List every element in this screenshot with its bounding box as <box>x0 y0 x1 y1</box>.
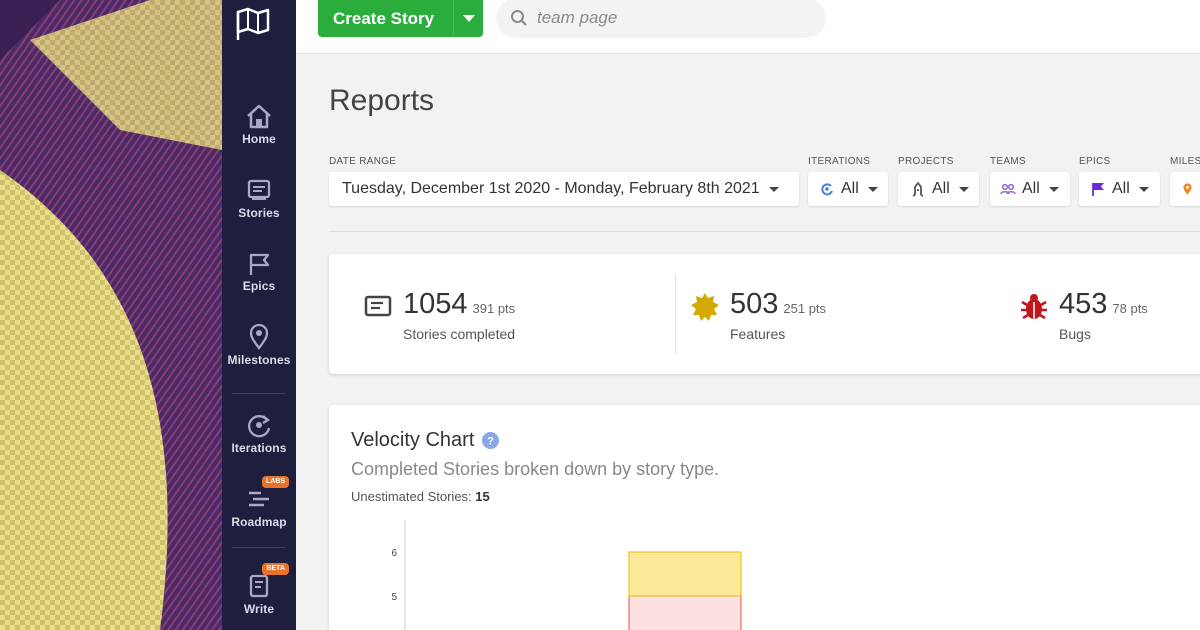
labs-badge: LABS <box>261 476 289 488</box>
velocity-title-text: Velocity Chart <box>351 429 475 451</box>
sidebar: Home Stories Epics Milestones Iterations… <box>222 0 296 630</box>
top-bar: Create Story <box>296 0 1200 54</box>
iterations-filter-label: ITERATIONS <box>808 156 871 167</box>
velocity-chart: 56 ted <box>365 520 742 630</box>
epics-filter-label: EPICS <box>1079 156 1111 167</box>
decorative-artwork <box>0 0 222 630</box>
milestone-pin-icon <box>1183 183 1192 195</box>
sidebar-item-label: Roadmap <box>231 515 287 529</box>
chevron-down-icon <box>1138 186 1149 192</box>
sidebar-item-stories[interactable]: Stories <box>222 176 296 220</box>
beta-badge: BETA <box>262 563 289 575</box>
sidebar-item-label: Stories <box>238 206 280 220</box>
epics-filter-select[interactable]: All <box>1079 172 1160 206</box>
bar-segment-bugs[interactable] <box>628 595 742 630</box>
chevron-down-icon <box>462 14 475 22</box>
sidebar-item-iterations[interactable]: Iterations <box>222 411 296 455</box>
unestimated-stories: Unestimated Stories: 15 <box>351 489 490 504</box>
write-icon <box>244 572 274 600</box>
teams-filter-select[interactable]: All <box>990 172 1070 206</box>
chevron-down-icon <box>958 186 969 192</box>
home-icon <box>244 102 274 130</box>
sidebar-item-label: Iterations <box>231 441 287 455</box>
velocity-chart-card: Velocity Chart ? Completed Stories broke… <box>329 405 1200 630</box>
iterations-filter-select[interactable]: All <box>808 172 888 206</box>
stats-card: 1054 391 pts Stories completed 503 251 pts… <box>329 254 1200 374</box>
page-title: Reports <box>329 84 435 117</box>
iterations-icon <box>821 183 833 196</box>
stat-caption: Stories completed <box>403 326 516 342</box>
teams-filter-value: All <box>1022 180 1040 197</box>
search-input[interactable] <box>537 8 797 28</box>
sidebar-item-write[interactable]: BETA Write <box>222 563 296 616</box>
iterations-icon <box>244 411 274 439</box>
iterations-filter-value: All <box>841 180 859 197</box>
bug-icon <box>1021 294 1047 320</box>
feature-icon <box>691 293 719 321</box>
date-range-select[interactable]: Tuesday, December 1st 2020 - Monday, Feb… <box>329 172 799 206</box>
roadmap-icon <box>244 485 274 513</box>
stat-number: 503 251 pts <box>730 288 827 320</box>
sidebar-item-roadmap[interactable]: LABS Roadmap <box>222 476 296 529</box>
chevron-down-icon <box>768 186 779 192</box>
bar-segment-features[interactable] <box>628 551 742 597</box>
sidebar-item-label: Write <box>243 602 275 616</box>
date-range-label: DATE RANGE <box>329 156 397 167</box>
epics-icon <box>244 249 274 277</box>
stat-points: 391 pts <box>472 301 516 316</box>
create-story-dropdown-caret[interactable] <box>453 0 483 37</box>
milestones-icon <box>244 323 274 351</box>
milestones-filter-select[interactable] <box>1170 172 1200 206</box>
sidebar-item-epics[interactable]: Epics <box>222 249 296 293</box>
stat-caption: Features <box>730 326 786 342</box>
stat-number: 453 78 pts <box>1059 288 1148 320</box>
date-range-value: Tuesday, December 1st 2020 - Monday, Feb… <box>342 180 760 197</box>
app-logo-icon[interactable] <box>234 4 274 44</box>
teams-filter-label: TEAMS <box>990 156 1026 167</box>
sidebar-item-label: Milestones <box>227 353 291 367</box>
teams-icon <box>1000 183 1016 195</box>
y-tick-label: 5 <box>391 592 397 603</box>
stat-caption: Bugs <box>1059 326 1091 342</box>
help-icon[interactable]: ? <box>482 432 500 449</box>
section-divider <box>329 231 1200 232</box>
stat-number: 1054 391 pts <box>403 288 516 320</box>
create-story-button[interactable]: Create Story <box>318 0 483 37</box>
stat-divider <box>675 274 676 354</box>
projects-icon <box>912 181 924 197</box>
projects-filter-value: All <box>932 180 950 197</box>
milestones-filter-label: MILES <box>1170 156 1200 167</box>
epics-filter-value: All <box>1112 180 1130 197</box>
chevron-down-icon <box>1048 186 1059 192</box>
sidebar-item-label: Epics <box>242 279 276 293</box>
sidebar-divider <box>232 393 286 394</box>
stat-points: 251 pts <box>783 301 827 316</box>
svg-text:?: ? <box>488 436 495 448</box>
sidebar-item-label: Home <box>242 132 276 146</box>
stat-points: 78 pts <box>1112 301 1148 316</box>
unestimated-value: 15 <box>475 489 490 504</box>
create-story-label: Create Story <box>333 8 435 28</box>
unestimated-label: Unestimated Stories: <box>351 489 472 504</box>
velocity-chart-subtitle: Completed Stories broken down by story t… <box>351 459 720 479</box>
projects-filter-select[interactable]: All <box>898 172 979 206</box>
projects-filter-label: PROJECTS <box>898 156 954 167</box>
velocity-chart-title: Velocity Chart ? <box>351 429 500 452</box>
search-icon <box>511 10 527 26</box>
epic-flag-icon <box>1092 183 1104 196</box>
chevron-down-icon <box>867 186 878 192</box>
sidebar-item-milestones[interactable]: Milestones <box>222 323 296 367</box>
stories-icon <box>364 295 392 317</box>
sidebar-divider <box>232 547 286 548</box>
sidebar-item-home[interactable]: Home <box>222 102 296 146</box>
stories-icon <box>244 176 274 204</box>
search-bar[interactable] <box>496 0 826 38</box>
y-tick-label: 6 <box>391 548 397 559</box>
